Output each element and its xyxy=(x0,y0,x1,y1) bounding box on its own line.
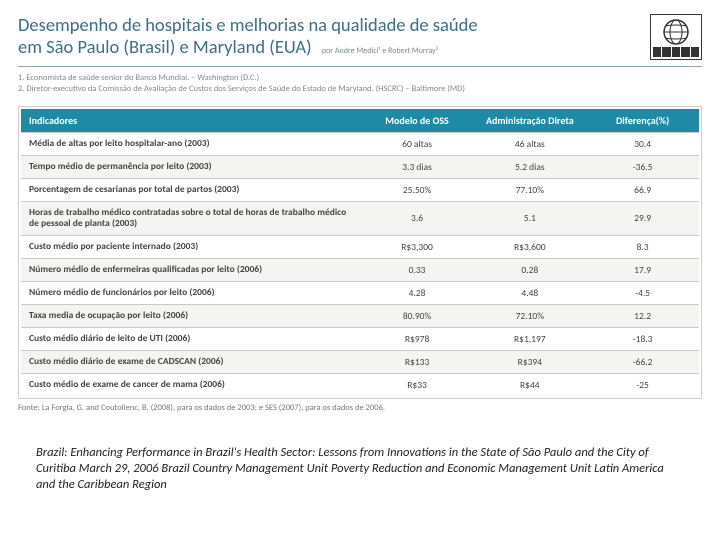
value-cell: 30.4 xyxy=(586,132,699,155)
footnote-1: 1. Economista de saúde senior do Banco M… xyxy=(18,73,702,84)
title-line-2: em São Paulo (Brasil) e Maryland (EUA) xyxy=(18,35,312,58)
value-cell: 0.28 xyxy=(473,258,586,281)
logo-bars xyxy=(653,47,699,57)
col-indicadores: Indicadores xyxy=(21,109,361,133)
byline: por Andre Medici¹ e Robert Murray² xyxy=(322,46,438,56)
indicator-cell: Taxa media de ocupação por leito (2006) xyxy=(21,304,361,327)
indicator-cell: Custo médio de exame de cancer de mama (… xyxy=(21,373,361,396)
value-cell: 8.3 xyxy=(586,235,699,258)
table-body: Média de altas por leito hospitalar-ano … xyxy=(21,132,699,395)
value-cell: 4.28 xyxy=(361,281,474,304)
table-row: Custo médio por paciente internado (2003… xyxy=(21,235,699,258)
value-cell: R$33 xyxy=(361,373,474,396)
value-cell: 17.9 xyxy=(586,258,699,281)
world-bank-logo xyxy=(650,14,702,60)
indicators-table: Indicadores Modelo de OSS Administração … xyxy=(21,109,699,396)
value-cell: R$3,300 xyxy=(361,235,474,258)
value-cell: R$44 xyxy=(473,373,586,396)
slide-caption: Brazil: Enhancing Performance in Brazil'… xyxy=(36,445,684,494)
value-cell: 80.90% xyxy=(361,304,474,327)
table-row: Custo médio diário de exame de CADSCAN (… xyxy=(21,350,699,373)
indicator-cell: Custo médio diário de leito de UTI (2006… xyxy=(21,327,361,350)
value-cell: 5.2 dias xyxy=(473,155,586,178)
table-header-row: Indicadores Modelo de OSS Administração … xyxy=(21,109,699,133)
table-row: Média de altas por leito hospitalar-ano … xyxy=(21,132,699,155)
value-cell: 72.10% xyxy=(473,304,586,327)
title-line-1: Desempenho de hospitais e melhorias na q… xyxy=(18,13,478,36)
indicator-cell: Número médio de enfermeiras qualificadas… xyxy=(21,258,361,281)
table-row: Porcentagem de cesarianas por total de p… xyxy=(21,178,699,201)
value-cell: R$394 xyxy=(473,350,586,373)
title-block: Desempenho de hospitais e melhorias na q… xyxy=(18,14,638,58)
value-cell: 46 altas xyxy=(473,132,586,155)
table-row: Taxa media de ocupação por leito (2006)8… xyxy=(21,304,699,327)
table-row: Número médio de enfermeiras qualificadas… xyxy=(21,258,699,281)
indicator-cell: Horas de trabalho médico contratadas sob… xyxy=(21,201,361,235)
value-cell: -66.2 xyxy=(586,350,699,373)
globe-icon xyxy=(653,17,699,47)
col-oss: Modelo de OSS xyxy=(361,109,474,133)
table-row: Número médio de funcionários por leito (… xyxy=(21,281,699,304)
indicator-cell: Porcentagem de cesarianas por total de p… xyxy=(21,178,361,201)
value-cell: 77.10% xyxy=(473,178,586,201)
value-cell: -36.5 xyxy=(586,155,699,178)
value-cell: R$1,197 xyxy=(473,327,586,350)
header: Desempenho de hospitais e melhorias na q… xyxy=(18,14,702,67)
value-cell: 29.9 xyxy=(586,201,699,235)
value-cell: 25.50% xyxy=(361,178,474,201)
indicators-table-frame: Indicadores Modelo de OSS Administração … xyxy=(18,106,702,399)
value-cell: -4.5 xyxy=(586,281,699,304)
value-cell: 60 altas xyxy=(361,132,474,155)
value-cell: 5.1 xyxy=(473,201,586,235)
value-cell: 12.2 xyxy=(586,304,699,327)
footnote-2: 2. Diretor-executivo da Comissão de Aval… xyxy=(18,84,702,95)
col-diferenca: Diferença(%) xyxy=(586,109,699,133)
value-cell: R$978 xyxy=(361,327,474,350)
value-cell: -25 xyxy=(586,373,699,396)
value-cell: 66.9 xyxy=(586,178,699,201)
table-row: Horas de trabalho médico contratadas sob… xyxy=(21,201,699,235)
indicator-cell: Tempo médio de permanência por leito (20… xyxy=(21,155,361,178)
value-cell: 3.6 xyxy=(361,201,474,235)
indicator-cell: Número médio de funcionários por leito (… xyxy=(21,281,361,304)
table-row: Custo médio diário de leito de UTI (2006… xyxy=(21,327,699,350)
value-cell: -18.3 xyxy=(586,327,699,350)
col-direta: Administração Direta xyxy=(473,109,586,133)
value-cell: 4.48 xyxy=(473,281,586,304)
value-cell: R$133 xyxy=(361,350,474,373)
value-cell: R$3,600 xyxy=(473,235,586,258)
source-note: Fonte: La Forgia, G. and Coutollenc, B. … xyxy=(18,403,702,413)
value-cell: 3.3 dias xyxy=(361,155,474,178)
indicator-cell: Custo médio diário de exame de CADSCAN (… xyxy=(21,350,361,373)
indicator-cell: Média de altas por leito hospitalar-ano … xyxy=(21,132,361,155)
footnotes: 1. Economista de saúde senior do Banco M… xyxy=(18,73,702,96)
table-row: Custo médio de exame de cancer de mama (… xyxy=(21,373,699,396)
indicator-cell: Custo médio por paciente internado (2003… xyxy=(21,235,361,258)
table-row: Tempo médio de permanência por leito (20… xyxy=(21,155,699,178)
page-title: Desempenho de hospitais e melhorias na q… xyxy=(18,14,638,58)
value-cell: 0.33 xyxy=(361,258,474,281)
